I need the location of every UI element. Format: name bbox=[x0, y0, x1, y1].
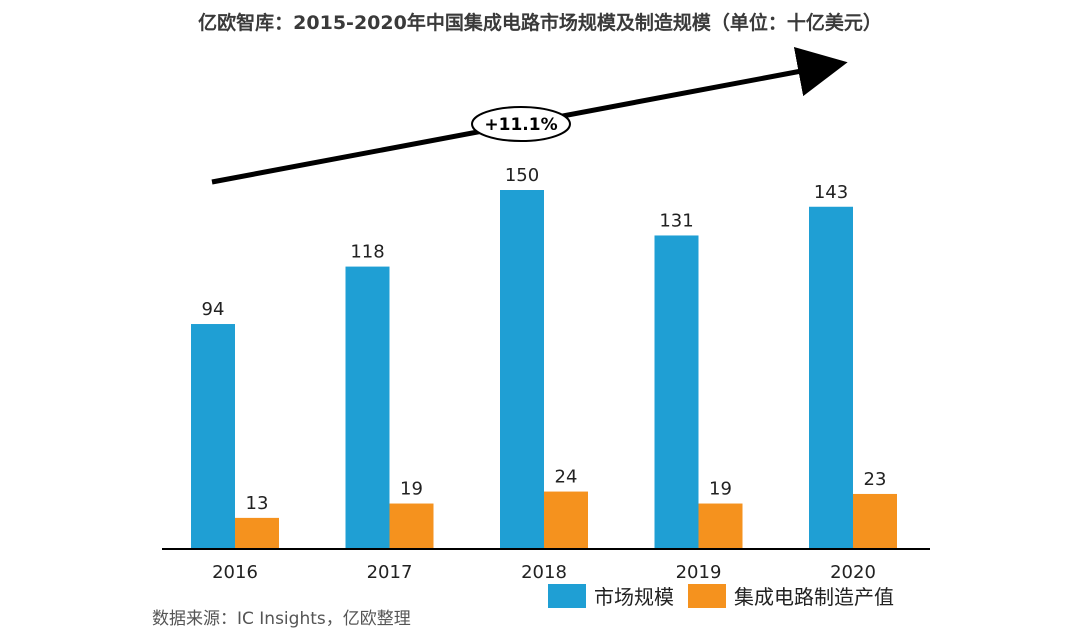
legend-swatch-market bbox=[548, 583, 586, 608]
x-tick-label-2020: 2020 bbox=[830, 562, 876, 583]
legend-item-manufacturing: 集成电路制造产值 bbox=[688, 581, 894, 610]
x-tick-label-2017: 2017 bbox=[367, 562, 413, 583]
data-label-manufacturing-2017: 19 bbox=[400, 479, 423, 500]
bar-manufacturing-2020 bbox=[853, 493, 897, 549]
data-label-manufacturing-2018: 24 bbox=[555, 467, 578, 488]
bar-manufacturing-2016 bbox=[235, 517, 279, 549]
data-label-manufacturing-2019: 19 bbox=[709, 479, 732, 500]
data-label-manufacturing-2016: 13 bbox=[246, 493, 269, 514]
chart-title: 亿欧智库：2015-2020年中国集成电路市场规模及制造规模（单位：十亿美元） bbox=[198, 12, 882, 34]
bar-market-2020 bbox=[809, 206, 853, 549]
growth-label: +11.1% bbox=[484, 115, 557, 135]
legend: 市场规模 集成电路制造产值 bbox=[548, 581, 908, 610]
legend-item-market: 市场规模 bbox=[548, 581, 674, 610]
bar-manufacturing-2018 bbox=[544, 491, 588, 549]
data-label-market-2016: 94 bbox=[202, 299, 225, 320]
growth-badge bbox=[471, 106, 571, 142]
bar-market-2016 bbox=[191, 324, 235, 549]
legend-label-manufacturing: 集成电路制造产值 bbox=[734, 585, 894, 609]
legend-label-market: 市场规模 bbox=[594, 585, 674, 609]
growth-trend: +11.1% bbox=[211, 46, 848, 185]
data-label-manufacturing-2020: 23 bbox=[864, 469, 887, 490]
bar-market-2018 bbox=[500, 190, 544, 549]
bar-manufacturing-2019 bbox=[698, 503, 743, 549]
data-label-market-2018: 150 bbox=[505, 165, 539, 186]
data-label-market-2020: 143 bbox=[814, 182, 848, 203]
data-label-market-2017: 118 bbox=[350, 242, 384, 263]
legend-swatch-manufacturing bbox=[688, 583, 726, 608]
bar-market-2019 bbox=[654, 235, 699, 549]
source-note: 数据来源：IC Insights，亿欧整理 bbox=[152, 609, 411, 629]
x-tick-label-2016: 2016 bbox=[212, 562, 258, 583]
bar-market-2017 bbox=[345, 266, 390, 549]
bar-manufacturing-2017 bbox=[389, 503, 434, 549]
x-tick-label-2018: 2018 bbox=[521, 562, 567, 583]
data-label-market-2019: 131 bbox=[659, 210, 693, 231]
x-tick-label-2019: 2019 bbox=[676, 562, 722, 583]
